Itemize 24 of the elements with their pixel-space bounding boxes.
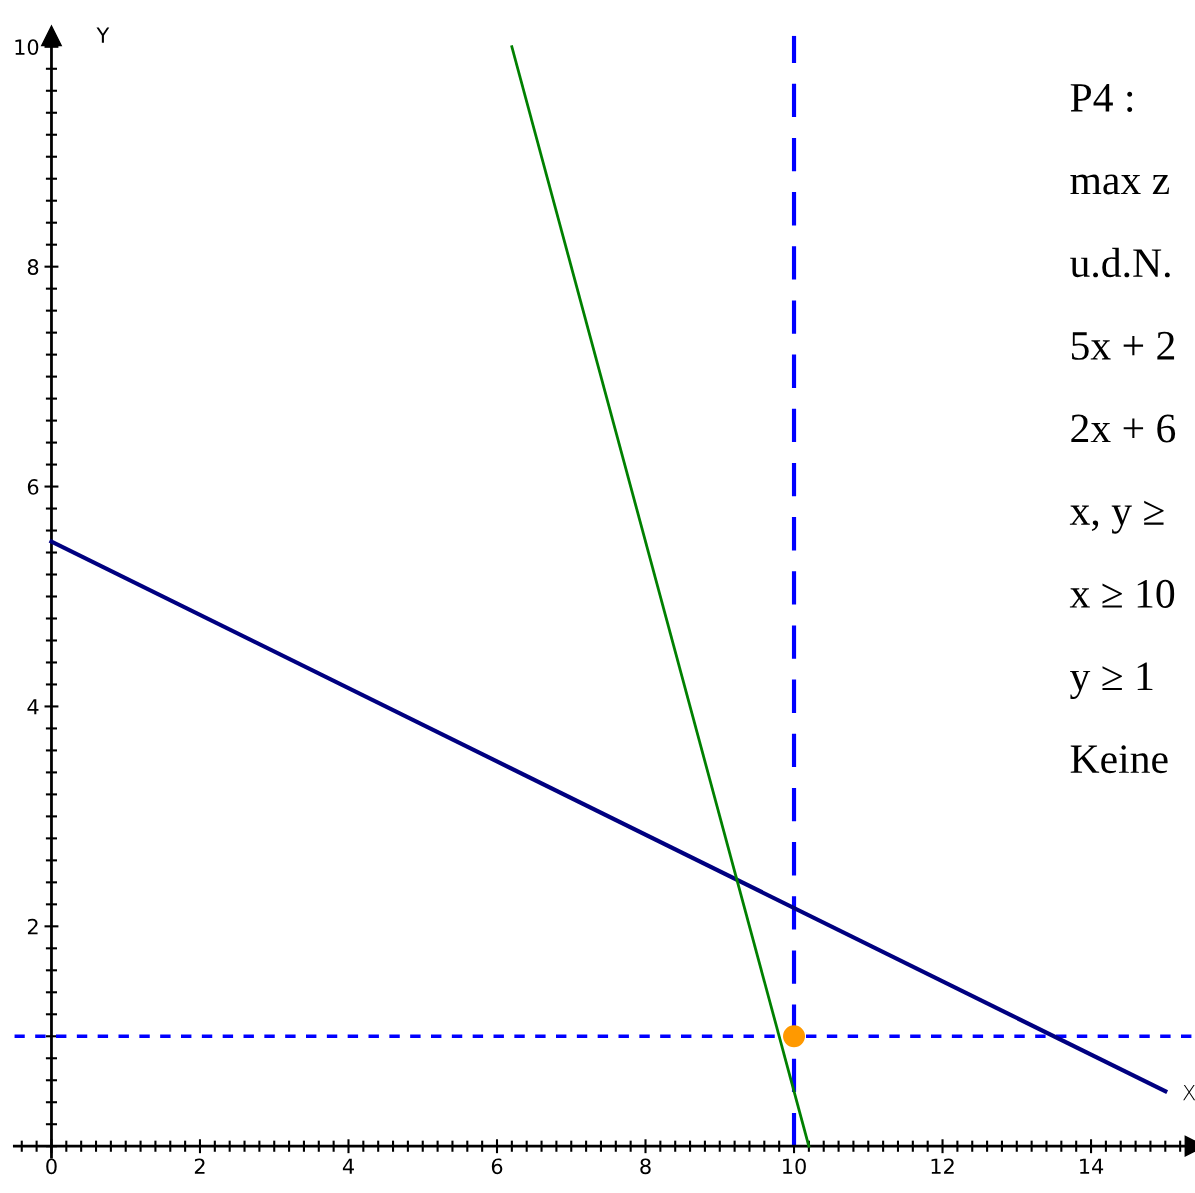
- y-tick-label: 4: [27, 699, 39, 715]
- annotation: max z: [1070, 174, 1170, 195]
- annotation: u.d.N.: [1070, 247, 1170, 278]
- annotation: 5x + 2: [1071, 331, 1175, 360]
- y-axis-title: Y: [96, 27, 110, 43]
- y-tick-label: 2: [27, 918, 38, 935]
- x-tick-label: 2: [194, 1158, 205, 1174]
- x-tick-label: 10: [783, 1158, 806, 1175]
- y-tick-label: 10: [15, 39, 39, 55]
- annotation: y ≥ 1: [1070, 662, 1153, 700]
- y-tick-label: 6: [27, 479, 39, 495]
- x-axis-title: X: [1183, 1084, 1195, 1101]
- annotation: 2x + 6: [1071, 414, 1176, 443]
- annotation: P4 :: [1070, 84, 1133, 113]
- x-tick-label: 14: [1080, 1158, 1104, 1174]
- annotation: x ≥ 10: [1069, 579, 1175, 608]
- x-tick-label: 0: [46, 1158, 57, 1175]
- y-tick-label: 8: [27, 259, 39, 275]
- x-tick-label: 6: [491, 1158, 503, 1175]
- x-tick-label: 8: [640, 1158, 651, 1175]
- annotation: x, y ≥: [1069, 500, 1164, 534]
- x-tick-label: 12: [931, 1158, 954, 1174]
- annotation: Keine: [1070, 745, 1168, 774]
- x-tick-label: 4: [342, 1158, 354, 1174]
